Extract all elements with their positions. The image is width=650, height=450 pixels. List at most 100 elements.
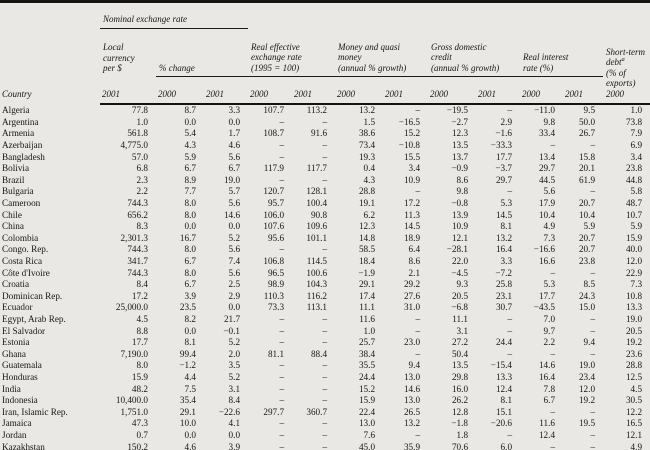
value-cell: –: [550, 348, 556, 359]
value-cell: 70.6: [428, 441, 477, 450]
value-cell: 47.3: [131, 418, 148, 429]
value-cell: 13.2: [358, 105, 376, 116]
value-cell: 3.3: [228, 105, 241, 116]
value-cell: –: [590, 186, 596, 197]
value-cell: 13.5: [451, 140, 469, 151]
value-cell: 5.6: [228, 151, 241, 162]
value-cell: −6.8: [451, 302, 469, 313]
value-cell: 23.1: [495, 290, 513, 301]
value-cell: –: [322, 140, 328, 151]
value-cell: –: [322, 116, 328, 127]
value-cell: 21.7: [223, 313, 241, 324]
value-cell: –: [550, 406, 556, 417]
value-cell: 23.4: [578, 371, 596, 382]
value-cell: 5.9: [630, 221, 643, 232]
value-cell: –: [279, 140, 285, 151]
value-cell: 27.2: [451, 337, 469, 348]
value-cell: 4.9: [603, 441, 650, 450]
value-cell: 4,775.0: [120, 140, 148, 151]
value-cell: 13.2: [403, 418, 421, 429]
country-cell: El Salvador: [2, 325, 46, 336]
value-cell: 17.2: [131, 290, 148, 301]
value-cell: 12.3: [451, 128, 469, 139]
value-cell: 20.7: [578, 232, 596, 243]
value-cell: 33.4: [538, 128, 556, 139]
value-cell: 17.7: [495, 151, 513, 162]
table-row: Indonesia 10,400.0 35.4 8.4 – – 15.9 13.0 26.2 8.…: [0, 395, 650, 407]
short-term-debt-header: Short-term debta (% of exports) 2000: [603, 28, 650, 105]
year-header: 2000: [248, 76, 293, 105]
value-cell: 5.6: [543, 186, 556, 197]
value-cell: 12.5: [625, 371, 643, 382]
value-cell: 6.0: [476, 441, 521, 450]
value-cell: 19.5: [578, 418, 596, 429]
value-cell: 20.1: [578, 163, 596, 174]
value-cell: −43.5: [533, 302, 556, 313]
value-cell: −1.9: [358, 267, 376, 278]
year-header: 2000: [335, 76, 384, 105]
country-cell: Croatia: [2, 279, 30, 290]
value-cell: 0.0: [228, 302, 241, 313]
value-cell: 6.7: [184, 163, 196, 174]
value-cell: 48.2: [131, 383, 148, 394]
value-cell: –: [550, 267, 556, 278]
value-cell: 0.0: [228, 116, 241, 127]
value-cell: 7.7: [184, 186, 196, 197]
table-row: Kazakhstan 150.2 4.6 3.9– –45.0 35.9 70.6 6.0– –…: [0, 441, 650, 450]
value-cell: 12.1: [451, 232, 469, 243]
value-cell: −22.6: [218, 406, 241, 417]
country-cell: Congo. Rep.: [2, 244, 49, 255]
value-cell: 6.4: [408, 244, 421, 255]
value-cell: 10.9: [403, 174, 421, 185]
value-cell: 22.0: [451, 256, 469, 267]
value-cell: 29.2: [403, 279, 421, 290]
value-cell: 35.4: [179, 395, 196, 406]
value-cell: –: [279, 337, 285, 348]
country-cell: Jordan: [2, 429, 27, 440]
value-cell: 16.7: [179, 232, 196, 243]
value-cell: 8.1: [500, 221, 513, 232]
value-cell: 5.6: [228, 244, 241, 255]
value-cell: –: [279, 325, 285, 336]
table-row: Congo. Rep. 744.3 8.0 5.6 – – 58.5 6.4 −28.1 16.4…: [0, 244, 650, 256]
value-cell: –: [322, 360, 328, 371]
value-cell: 1.0: [630, 105, 643, 116]
value-cell: 30.7: [495, 302, 513, 313]
value-cell: 3.4: [408, 163, 421, 174]
local-currency-header: Local currency per $: [103, 42, 135, 73]
value-cell: −0.9: [451, 163, 469, 174]
table-row: Bolivia 6.8 6.7 6.7 117.9 117.7 0.4 3.4 −0.9 −3.7…: [0, 163, 650, 175]
value-cell: 48.7: [625, 198, 643, 209]
value-cell: −19.5: [446, 105, 469, 116]
value-cell: 12.4: [538, 429, 556, 440]
value-cell: 7.6: [363, 429, 376, 440]
value-cell: 73.4: [358, 140, 376, 151]
value-cell: –: [322, 313, 328, 324]
value-cell: 95.6: [267, 232, 285, 243]
value-cell: 128.1: [306, 186, 328, 197]
value-cell: 19.0: [223, 174, 241, 185]
value-cell: 58.5: [358, 244, 376, 255]
value-cell: 744.3: [127, 198, 148, 209]
value-cell: 9.7: [543, 325, 556, 336]
header-group-row: Local currency per $ % change Real effec…: [0, 28, 650, 105]
value-cell: 11.6: [359, 313, 376, 324]
value-cell: 0.0: [184, 325, 196, 336]
value-cell: 8.1: [500, 395, 513, 406]
value-cell: 5.2: [228, 337, 241, 348]
value-cell: 15.9: [625, 232, 643, 243]
value-cell: 4.9: [543, 221, 556, 232]
value-cell: 8.3: [136, 221, 148, 232]
country-cell: Cameroon: [2, 198, 41, 209]
value-cell: 8.7: [184, 105, 196, 116]
value-cell: 8.0: [136, 360, 148, 371]
value-cell: −16.6: [533, 244, 556, 255]
value-cell: 7.8: [543, 383, 556, 394]
value-cell: 15.1: [495, 406, 513, 417]
value-cell: 23.8: [578, 256, 596, 267]
country-cell: Bulgaria: [2, 186, 34, 197]
value-cell: 8.6: [456, 174, 469, 185]
value-cell: 24.3: [578, 290, 596, 301]
value-cell: 114.5: [306, 256, 328, 267]
value-cell: –: [322, 383, 328, 394]
